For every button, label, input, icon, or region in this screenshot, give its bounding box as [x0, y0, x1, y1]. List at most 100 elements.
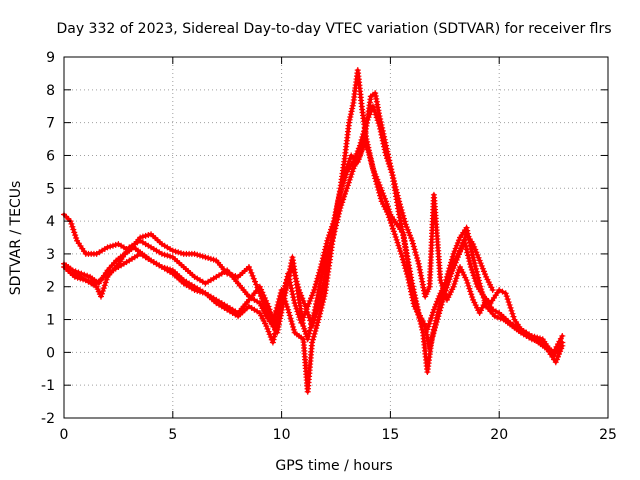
data-point: [534, 334, 541, 341]
data-point: [364, 141, 371, 148]
data-point: [317, 310, 324, 317]
data-point: [73, 234, 80, 241]
data-point: [316, 313, 323, 320]
y-axis-label: SDTVAR / TECUs: [8, 181, 24, 296]
data-point: [355, 145, 362, 152]
data-point: [301, 325, 308, 332]
data-point: [467, 288, 474, 295]
data-point: [338, 185, 345, 192]
data-point: [472, 262, 479, 269]
data-point: [348, 171, 355, 178]
data-point: [478, 262, 485, 269]
data-point: [342, 188, 349, 195]
data-point: [287, 315, 294, 322]
data-point: [471, 275, 478, 282]
data-point: [342, 190, 349, 197]
data-point: [470, 257, 477, 264]
data-point: [142, 232, 149, 239]
data-point: [347, 114, 354, 121]
data-point: [317, 294, 324, 301]
data-point: [164, 252, 171, 259]
data-point: [411, 246, 418, 253]
data-point: [453, 255, 460, 262]
data-point: [164, 265, 171, 272]
data-point: [391, 231, 398, 238]
data-point: [273, 320, 280, 327]
data-point: [473, 249, 480, 256]
data-point: [305, 333, 312, 340]
data-point: [306, 330, 313, 337]
data-point: [453, 275, 460, 282]
data-point: [294, 281, 301, 288]
data-point: [362, 122, 369, 129]
data-point: [311, 330, 318, 337]
data-point: [459, 242, 466, 249]
data-point: [468, 248, 475, 255]
data-point: [253, 281, 260, 288]
data-point: [391, 177, 398, 184]
data-point: [298, 319, 305, 326]
data-point: [327, 229, 334, 236]
data-point: [465, 282, 472, 289]
data-point: [361, 125, 368, 132]
data-point: [326, 232, 333, 239]
data-point: [402, 265, 409, 272]
data-point: [556, 351, 563, 358]
data-point: [409, 294, 416, 301]
data-point: [413, 308, 420, 315]
data-point: [336, 194, 343, 201]
data-point: [202, 254, 209, 261]
data-point: [447, 268, 454, 275]
data-point: [245, 264, 252, 271]
data-point: [460, 271, 467, 278]
data-point: [353, 150, 360, 157]
data-point: [440, 285, 447, 292]
data-point: [383, 155, 390, 162]
data-point: [270, 336, 277, 343]
data-point: [508, 307, 515, 314]
data-point: [316, 297, 323, 304]
data-point: [395, 242, 402, 249]
data-point: [388, 222, 395, 229]
data-point: [446, 271, 453, 278]
data-point: [450, 283, 457, 290]
data-point: [384, 158, 391, 165]
data-point: [322, 243, 329, 250]
data-point: [296, 287, 303, 294]
data-point: [69, 223, 76, 230]
data-point: [430, 330, 437, 337]
data-point: [360, 131, 367, 138]
data-point: [377, 192, 384, 199]
data-point: [406, 232, 413, 239]
data-point: [103, 276, 110, 283]
data-point: [366, 150, 373, 157]
data-point: [279, 294, 286, 301]
data-point: [312, 328, 319, 335]
data-point: [466, 285, 473, 292]
data-point: [197, 252, 203, 259]
data-point: [443, 296, 450, 303]
data-point: [408, 288, 415, 295]
data-point: [349, 105, 356, 112]
data-point: [256, 283, 263, 290]
data-point: [259, 289, 266, 296]
data-point: [258, 312, 265, 319]
data-point: [312, 284, 319, 291]
data-point: [274, 314, 281, 321]
data-point: [264, 325, 271, 332]
data-point: [72, 232, 79, 239]
data-point: [409, 240, 416, 247]
data-point: [383, 208, 390, 215]
data-point: [286, 276, 293, 283]
data-point: [342, 174, 349, 181]
x-tick-label: 0: [60, 427, 69, 443]
data-point: [258, 302, 265, 309]
data-point: [413, 252, 420, 259]
data-point: [406, 282, 413, 289]
data-point: [252, 278, 259, 285]
data-point: [398, 207, 405, 214]
data-point: [389, 172, 396, 179]
plot-frame: [63, 56, 609, 419]
data-point: [341, 177, 348, 184]
data-point: [256, 309, 263, 316]
